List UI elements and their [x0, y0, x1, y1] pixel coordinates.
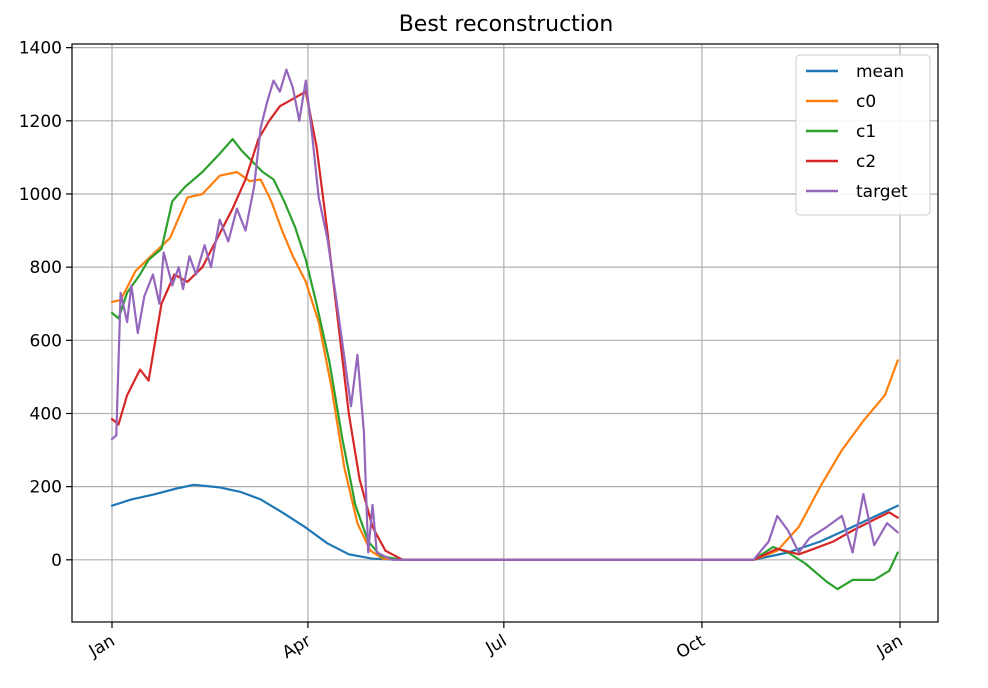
legend-label-mean: mean: [856, 62, 904, 82]
series-line-mean: [110, 483, 899, 561]
legend-box: [795, 54, 931, 216]
y-tick-label: 1000: [19, 185, 62, 205]
plot-frame: [71, 43, 939, 623]
legend: mean c0 c1 c2 target: [795, 54, 931, 216]
y-tick-label: 0: [51, 551, 62, 571]
series-line-c2: [110, 90, 899, 561]
y-tick-label: 200: [30, 478, 62, 498]
x-tick-label: Jan: [85, 631, 119, 662]
y-tick-label: 600: [30, 331, 62, 351]
plot-area: [72, 44, 938, 622]
y-tick-label: 400: [30, 404, 62, 424]
grid: [72, 44, 938, 622]
series-lines: [110, 68, 899, 591]
y-tick-label: 800: [30, 258, 62, 278]
series-line-c1: [110, 138, 899, 591]
y-tick-label: 1200: [19, 112, 62, 132]
y-tick-label: 1400: [19, 39, 62, 59]
x-tick-label: Apr: [279, 631, 314, 663]
legend-label-c1: c1: [856, 122, 876, 142]
legend-label-c0: c0: [856, 92, 876, 112]
series-line-target: [110, 68, 899, 561]
x-tick-label: Jul: [482, 631, 511, 659]
chart-title: Best reconstruction: [399, 12, 614, 37]
legend-label-c2: c2: [856, 152, 876, 172]
x-tick-label: Jan: [873, 631, 907, 662]
x-tick-label: Oct: [673, 631, 709, 663]
legend-label-target: target: [856, 182, 908, 202]
series-line-c0: [110, 170, 899, 561]
